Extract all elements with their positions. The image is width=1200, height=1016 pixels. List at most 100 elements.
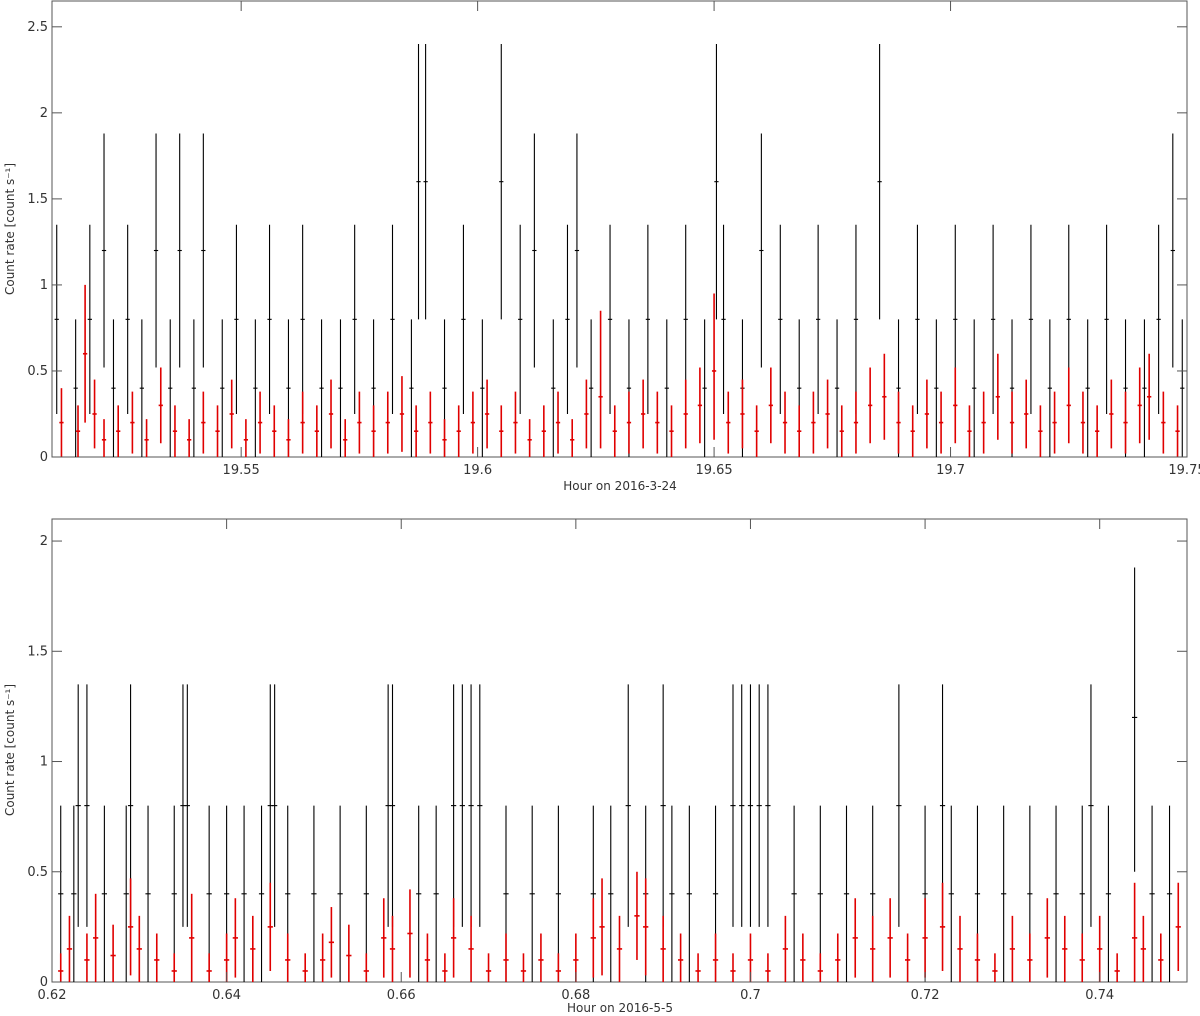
top-black-data-point [338,319,343,457]
top-black-data-point [702,319,707,457]
bottom-red-data-point [346,924,352,982]
top-red-data-point [641,379,646,449]
top-black-data-point [423,44,428,320]
bottom-red-data-point [870,915,876,982]
bottom-red-data-point [817,953,823,982]
top-black-data-point [191,319,197,457]
bottom-y-tick-label: 1.5 [27,644,48,659]
top-black-data-point [551,319,556,457]
top-red-data-point [385,391,390,454]
top-black-data-point [972,319,977,457]
top-red-data-point [726,391,731,454]
bottom-x-tick-label: 0.74 [1085,988,1114,1003]
top-red-data-point [499,405,504,457]
bottom-red-data-point [1027,933,1033,982]
top-black-data-point [834,319,840,457]
top-red-data-point [995,353,1000,440]
bottom-x-axis-title: Hour on 2016-5-5 [567,1001,673,1015]
top-red-data-point [626,391,632,454]
top-black-data-point [714,44,719,320]
bottom-red-data-point [1079,933,1085,982]
top-black-data-point [877,44,882,320]
bottom-red-data-point [110,924,116,982]
top-red-data-point [896,391,901,454]
bottom-x-tick-label: 0.64 [212,988,241,1003]
bottom-red-data-point [677,933,684,982]
top-y-tick-label: 0 [40,450,48,465]
bottom-black-data-point [896,684,902,927]
bottom-red-data-point [643,878,649,976]
bottom-black-data-point [101,805,108,982]
bottom-black-data-point [730,684,736,927]
top-y-tick-label: 2.5 [27,20,48,35]
bottom-black-data-point [272,684,278,927]
top-black-data-point [267,224,272,414]
top-red-data-point [1095,405,1100,457]
top-black-data-point [234,224,239,414]
bottom-black-data-point [363,805,369,982]
bottom-black-data-point [608,805,614,982]
top-red-data-point [655,391,660,454]
bottom-black-data-point [817,805,823,982]
top-red-data-point [343,419,348,457]
bottom-red-data-point [267,882,273,971]
bottom-black-data-point [765,684,771,927]
top-red-data-point [953,367,958,444]
top-plot-ticks: 0 0.5 1 1.5 2 2.5 19.55 19.6 19.65 19.7 19.75 [27,1,1200,478]
top-black-data-point [416,44,421,320]
top-black-data-point [220,319,225,457]
bottom-red-data-point [616,915,623,982]
top-red-data-point [924,379,930,449]
bottom-red-data-point [835,933,841,982]
top-black-data-point [1028,224,1034,414]
bottom-red-data-point [468,915,474,982]
bottom-red-data-point [407,889,413,978]
top-red-data-point [1024,379,1029,449]
bottom-red-data-point [154,933,160,982]
top-red-data-point [527,419,532,457]
top-red-data-point [187,419,192,457]
top-y-axis-title: Count rate [count s⁻¹] [3,163,17,295]
bottom-y-tick-label: 0.5 [27,865,48,880]
bottom-black-data-point [145,805,151,982]
bottom-red-data-point [765,953,771,982]
top-x-tick-label: 19.55 [223,463,260,478]
bottom-plot-ticks: 0 0.5 1 1.5 2 0.62 0.64 0.66 0.68 0.7 0.72 0.74 [27,519,1187,1003]
bottom-red-data-point [450,898,457,978]
bottom-black-data-point [433,805,439,982]
bottom-red-data-point [250,915,256,982]
top-red-data-point [1123,391,1128,454]
top-black-data-point [111,319,116,457]
bottom-red-data-point [538,933,544,982]
top-black-data-point [480,319,485,457]
bottom-black-data-point [555,805,562,982]
top-black-data-point [934,319,939,457]
bottom-red-data-point [1158,933,1164,982]
top-black-data-point [177,133,182,368]
bottom-red-data-point [232,898,238,978]
top-black-data-point [153,133,159,368]
top-red-data-point [371,405,376,457]
top-black-data-point [1180,319,1185,457]
top-red-data-point [669,405,674,457]
top-red-data-point [711,293,717,440]
top-red-data-point [882,353,887,440]
top-black-data-point [139,319,144,457]
top-red-data-point [101,419,107,457]
top-red-data-point [1137,367,1142,444]
top-red-data-point [981,391,986,454]
top-x-tick-label: 19.7 [936,463,965,478]
top-red-data-point [612,405,617,457]
bottom-black-data-point [468,684,474,927]
top-y-tick-label: 0.5 [27,364,48,379]
top-red-data-point [1175,405,1180,457]
bottom-black-data-point [739,684,745,927]
top-red-data-point [470,391,476,454]
bottom-black-data-point [625,684,631,927]
top-red-data-point [853,391,859,454]
top-x-tick-label: 19.6 [463,463,492,478]
bottom-red-data-point [590,898,596,978]
bottom-black-data-point [416,805,422,982]
top-red-data-point [910,405,915,457]
bottom-red-data-point [904,933,911,982]
